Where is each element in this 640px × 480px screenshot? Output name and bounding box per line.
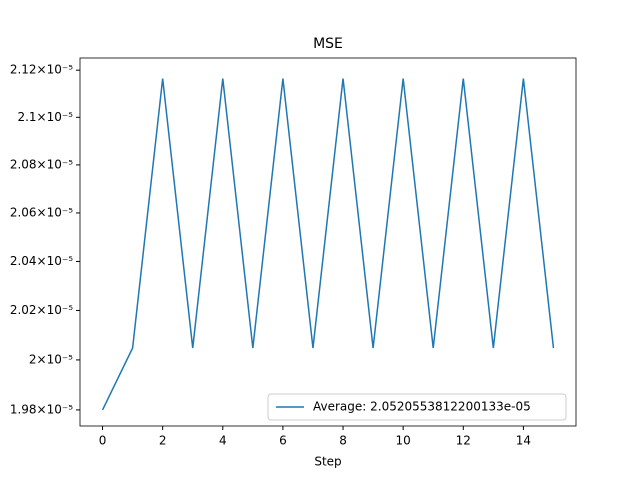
x-tick-label: 8	[339, 434, 347, 448]
y-tick-label: 2×10⁻⁵	[29, 352, 73, 366]
chart-title: MSE	[313, 36, 343, 52]
y-tick-label: 2.12×10⁻⁵	[10, 63, 73, 77]
x-tick-label: 0	[99, 434, 107, 448]
axes-frame	[79, 57, 577, 427]
y-tick-label: 2.06×10⁻⁵	[10, 205, 73, 219]
y-tick-label: 2.04×10⁻⁵	[10, 254, 73, 268]
x-tick-label: 6	[279, 434, 287, 448]
legend-label: Average: 2.0520553812200133e-05	[313, 400, 531, 414]
x-tick-label: 12	[456, 434, 471, 448]
x-tick-label: 14	[516, 434, 531, 448]
y-tick-label: 1.98×10⁻⁵	[10, 402, 73, 416]
x-tick-label: 2	[159, 434, 167, 448]
y-tick-label: 2.1×10⁻⁵	[17, 110, 73, 124]
legend-box	[267, 393, 567, 421]
x-axis-label: Step	[314, 455, 341, 469]
x-tick-label: 10	[396, 434, 411, 448]
y-tick-label: 2.02×10⁻⁵	[10, 303, 73, 317]
x-tick-label: 4	[219, 434, 227, 448]
y-tick-label: 2.08×10⁻⁵	[10, 157, 73, 171]
data-line	[101, 78, 555, 411]
